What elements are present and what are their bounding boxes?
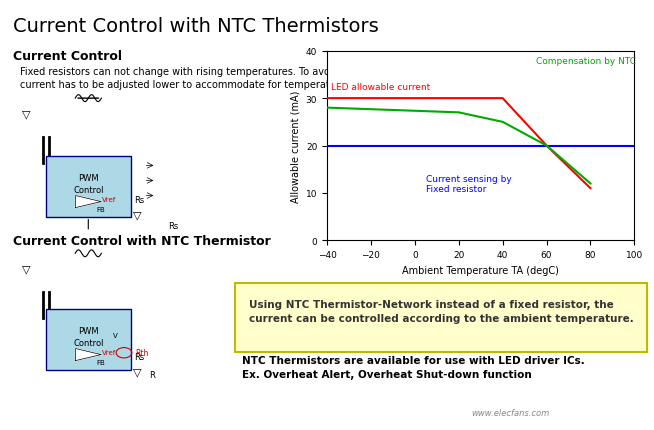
Text: ▽: ▽ — [133, 367, 141, 377]
Text: R: R — [149, 370, 155, 379]
Text: Compensation by NTC: Compensation by NTC — [536, 57, 636, 66]
Text: ▽: ▽ — [22, 109, 30, 119]
Text: V: V — [113, 332, 118, 338]
Text: Rs: Rs — [134, 353, 145, 361]
X-axis label: Ambient Temperature TA (degC): Ambient Temperature TA (degC) — [402, 265, 559, 275]
Text: Vref: Vref — [103, 349, 116, 355]
Polygon shape — [76, 349, 101, 361]
Text: Control: Control — [73, 338, 103, 347]
Text: www.elecfans.com: www.elecfans.com — [471, 408, 549, 417]
Text: Current Control with NTC Thermistors: Current Control with NTC Thermistors — [13, 17, 379, 36]
Text: Rs: Rs — [134, 196, 145, 204]
Text: Rs: Rs — [168, 222, 179, 230]
Text: Current sensing by
Fixed resistor: Current sensing by Fixed resistor — [426, 175, 511, 194]
Text: PWM: PWM — [78, 174, 99, 182]
Text: Fixed resistors can not change with rising temperatures. To avoid over-current a: Fixed resistors can not change with risi… — [20, 67, 531, 90]
Text: Current Control with NTC Thermistor: Current Control with NTC Thermistor — [13, 234, 271, 247]
Text: FB: FB — [97, 207, 105, 213]
FancyBboxPatch shape — [46, 310, 131, 370]
Text: FB: FB — [97, 359, 105, 365]
Text: NTC Thermistors are available for use with LED driver ICs.
Ex. Overheat Alert, O: NTC Thermistors are available for use wi… — [242, 355, 585, 379]
Text: LED allowable current: LED allowable current — [332, 83, 430, 92]
Polygon shape — [76, 196, 101, 208]
Text: Rth: Rth — [135, 348, 148, 357]
Text: Using NTC Thermistor-Network instead of a fixed resistor, the
current can be con: Using NTC Thermistor-Network instead of … — [249, 299, 633, 323]
Y-axis label: Allowable current (mA): Allowable current (mA) — [290, 90, 300, 202]
Text: Current Control: Current Control — [13, 49, 122, 62]
Text: Control: Control — [73, 186, 103, 194]
Text: ▽: ▽ — [22, 264, 30, 274]
Text: Vref: Vref — [103, 196, 116, 202]
FancyBboxPatch shape — [46, 157, 131, 217]
Text: ▽: ▽ — [133, 210, 141, 220]
Text: PWM: PWM — [78, 326, 99, 335]
FancyBboxPatch shape — [235, 284, 647, 353]
